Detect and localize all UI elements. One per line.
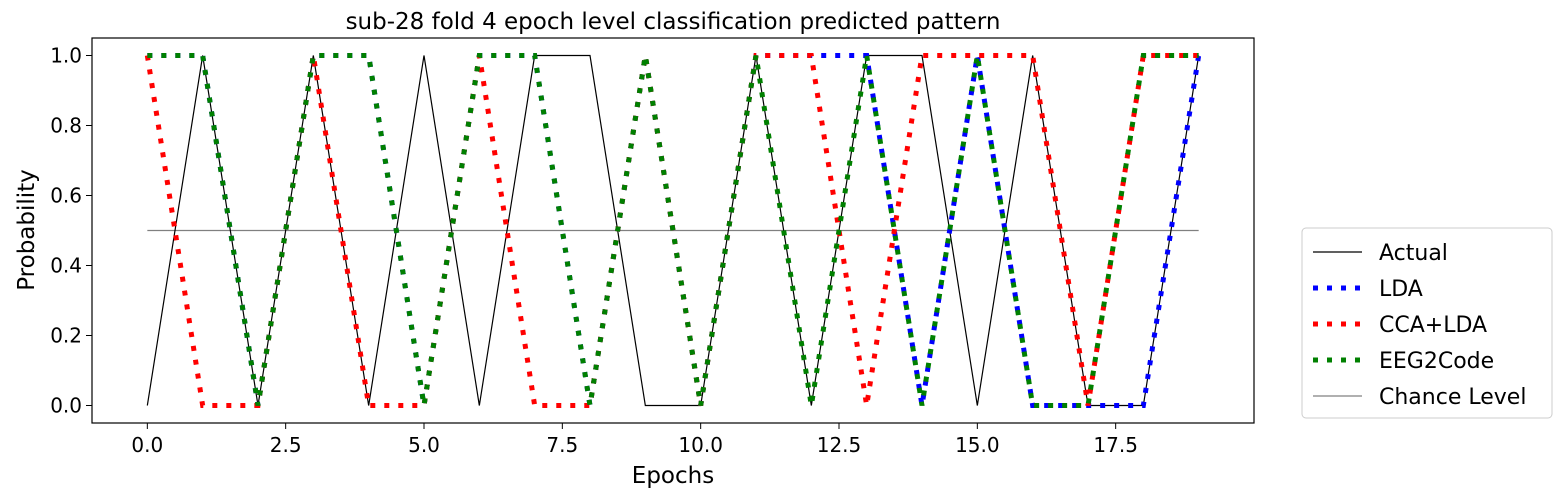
y-tick-label: 0.8 bbox=[50, 114, 82, 138]
plot-border bbox=[91, 37, 1255, 424]
x-tick-label: 10.0 bbox=[678, 433, 723, 457]
x-tick-label: 12.5 bbox=[817, 433, 862, 457]
legend-label: Actual bbox=[1379, 241, 1448, 266]
legend-box bbox=[1301, 227, 1553, 419]
x-axis-title: Epochs bbox=[632, 463, 714, 489]
y-tick-label: 0.4 bbox=[50, 254, 82, 278]
x-tick-label: 7.5 bbox=[546, 433, 578, 457]
x-tick-label: 2.5 bbox=[270, 433, 302, 457]
legend-label: LDA bbox=[1379, 277, 1423, 302]
y-tick-label: 0.0 bbox=[50, 394, 82, 418]
y-tick-label: 0.2 bbox=[50, 324, 82, 348]
x-tick-label: 17.5 bbox=[1093, 433, 1138, 457]
x-tick-label: 5.0 bbox=[408, 433, 440, 457]
x-tick-label: 15.0 bbox=[955, 433, 1000, 457]
series-line-actual bbox=[146, 54, 1200, 407]
y-axis-title: Probability bbox=[14, 169, 40, 291]
y-axis: 0.0 0.2 0.4 0.6 0.8 1.0 bbox=[50, 44, 92, 418]
x-tick-label: 0.0 bbox=[131, 433, 163, 457]
legend-label: Chance Level bbox=[1379, 385, 1526, 410]
legend-label: EEG2Code bbox=[1379, 349, 1494, 374]
series-line-cca-lda bbox=[144, 53, 1199, 408]
series-line-eeg2code bbox=[147, 53, 1199, 408]
y-tick-label: 1.0 bbox=[50, 44, 82, 68]
legend-label: CCA+LDA bbox=[1379, 313, 1487, 338]
legend: Actual LDA CCA+LDA EEG2Code Chance Level bbox=[1301, 227, 1553, 419]
series-layer bbox=[144, 53, 1202, 408]
y-tick-label: 0.6 bbox=[50, 184, 82, 208]
chart-title: sub-28 fold 4 epoch level classification… bbox=[346, 9, 1001, 35]
x-axis: 0.0 2.5 5.0 7.5 10.0 12.5 15.0 17.5 bbox=[131, 423, 1138, 457]
